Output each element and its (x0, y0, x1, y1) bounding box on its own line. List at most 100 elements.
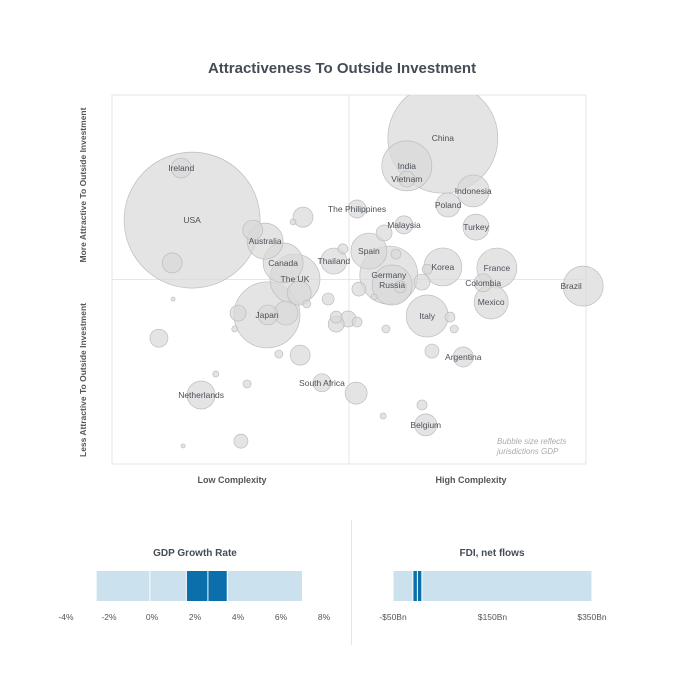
bubble-label: Vietnam (391, 174, 422, 184)
bubble-unlabeled[interactable] (231, 325, 239, 333)
bubble-unlabeled[interactable] (416, 399, 428, 411)
gdp-growth-segment (96, 571, 150, 601)
gdp-growth-title: GDP Growth Rate (153, 548, 237, 559)
bubble-unlabeled[interactable] (289, 218, 297, 226)
bubble-unlabeled[interactable] (390, 248, 402, 260)
bubble-unlabeled[interactable] (393, 280, 407, 294)
bubble-label: Indonesia (455, 186, 492, 196)
bubble-label: Turkey (463, 222, 489, 232)
bubble-brazil[interactable] (562, 265, 604, 307)
bubble-label: Canada (268, 258, 298, 268)
bubble-colombia[interactable] (473, 273, 493, 293)
bubble-label: Brazil (561, 281, 582, 291)
bubble-unlabeled[interactable] (289, 344, 311, 366)
bubble-unlabeled[interactable] (449, 324, 459, 334)
bubble-unlabeled[interactable] (257, 304, 279, 326)
bubble-label: Poland (435, 200, 462, 210)
gdp-growth-tick: 6% (274, 612, 288, 622)
bubble-unlabeled[interactable] (180, 443, 186, 449)
bubble-unlabeled[interactable] (329, 310, 343, 324)
bubble-unlabeled[interactable] (344, 381, 368, 405)
fdi-tick: $350Bn (577, 612, 607, 622)
bubble-indonesia[interactable] (456, 174, 490, 208)
bubble-unlabeled[interactable] (212, 370, 220, 378)
fdi-tick: -$50Bn (379, 612, 407, 622)
bubble-unlabeled[interactable] (149, 328, 169, 348)
bubble-unlabeled[interactable] (229, 304, 247, 322)
bubble-label: Russia (379, 280, 405, 290)
bubble-unlabeled[interactable] (421, 263, 433, 275)
bubble-unlabeled[interactable] (242, 379, 252, 389)
fdi-segment (417, 571, 422, 601)
bubble-ireland[interactable] (170, 157, 192, 179)
bubble-label: Netherlands (178, 390, 224, 400)
gdp-growth-tick: -2% (101, 612, 117, 622)
bubble-malaysia[interactable] (394, 215, 414, 235)
bubble-unlabeled[interactable] (286, 280, 312, 306)
gdp-growth-tick: 0% (145, 612, 159, 622)
bubble-unlabeled[interactable] (351, 316, 363, 328)
bubble-label: France (484, 263, 511, 273)
bubble-label: Germany (371, 270, 407, 280)
bubble-unlabeled[interactable] (375, 224, 393, 242)
bubble-unlabeled[interactable] (370, 293, 378, 301)
bubble-unlabeled[interactable] (424, 343, 440, 359)
bubble-unlabeled[interactable] (413, 273, 431, 291)
gdp-growth-tick: 2% (188, 612, 202, 622)
bubble-label: Korea (432, 262, 455, 272)
bubble-thailand[interactable] (320, 247, 348, 275)
bubble-netherlands[interactable] (186, 380, 216, 410)
bubble-label: Belgium (410, 420, 441, 430)
gdp-growth-tick: 8% (317, 612, 331, 622)
bubble-russia[interactable] (371, 264, 413, 306)
fdi-segment (413, 571, 417, 601)
bubble-usa[interactable] (123, 151, 261, 289)
bubble-label: China (432, 133, 454, 143)
y-label-bottom: Less Attractive To Outside Investment (78, 303, 88, 457)
bubble-argentina[interactable] (452, 346, 474, 368)
bubble-label: India (398, 161, 417, 171)
bubbles (123, 95, 604, 449)
bubble-label: Italy (419, 311, 435, 321)
gdp-growth-segment (227, 571, 302, 601)
bubble-unlabeled[interactable] (274, 349, 284, 359)
bubble-unlabeled[interactable] (351, 281, 367, 297)
bubble-unlabeled[interactable] (302, 299, 312, 309)
fdi-title: FDI, net flows (459, 548, 525, 559)
x-label-right: High Complexity (435, 475, 507, 485)
bubble-belgium[interactable] (414, 413, 438, 437)
bubble-label: South Africa (299, 378, 345, 388)
bubble-label: Argentina (445, 352, 482, 362)
bubble-unlabeled[interactable] (170, 296, 176, 302)
bubble-label: Mexico (478, 297, 505, 307)
bubble-unlabeled[interactable] (321, 292, 335, 306)
bubble-south-africa[interactable] (312, 373, 332, 393)
bubble-unlabeled[interactable] (379, 412, 387, 420)
bubble-unlabeled[interactable] (233, 433, 249, 449)
bubble-unlabeled[interactable] (242, 219, 264, 241)
bubble-label: The Philippines (328, 204, 386, 214)
bubble-label: Ireland (168, 163, 194, 173)
bubble-the-philippines[interactable] (347, 199, 367, 219)
bubble-spain[interactable] (350, 232, 388, 270)
bubble-vietnam[interactable] (398, 170, 416, 188)
bubble-unlabeled[interactable] (161, 252, 183, 274)
bubble-unlabeled[interactable] (337, 243, 349, 255)
bubble-poland[interactable] (435, 192, 461, 218)
bubble-size-note: Bubble size reflects jurisdictions GDP (497, 437, 566, 457)
chart-title: Attractiveness To Outside Investment (207, 60, 477, 77)
gdp-growth-segment (186, 571, 208, 601)
note-line: jurisdictions GDP (497, 447, 559, 456)
fdi-tick: $150Bn (477, 612, 508, 622)
bubble-unlabeled[interactable] (444, 311, 456, 323)
bubble-unlabeled[interactable] (381, 324, 391, 334)
divider (351, 520, 352, 645)
bubble-turkey[interactable] (462, 213, 490, 241)
x-label-left: Low Complexity (197, 475, 267, 485)
bubble-unlabeled[interactable] (292, 206, 314, 228)
bubble-label: Colombia (465, 278, 501, 288)
gdp-growth-tick: 4% (231, 612, 245, 622)
gdp-growth-segment (208, 571, 227, 601)
bubble-india[interactable] (381, 140, 433, 192)
